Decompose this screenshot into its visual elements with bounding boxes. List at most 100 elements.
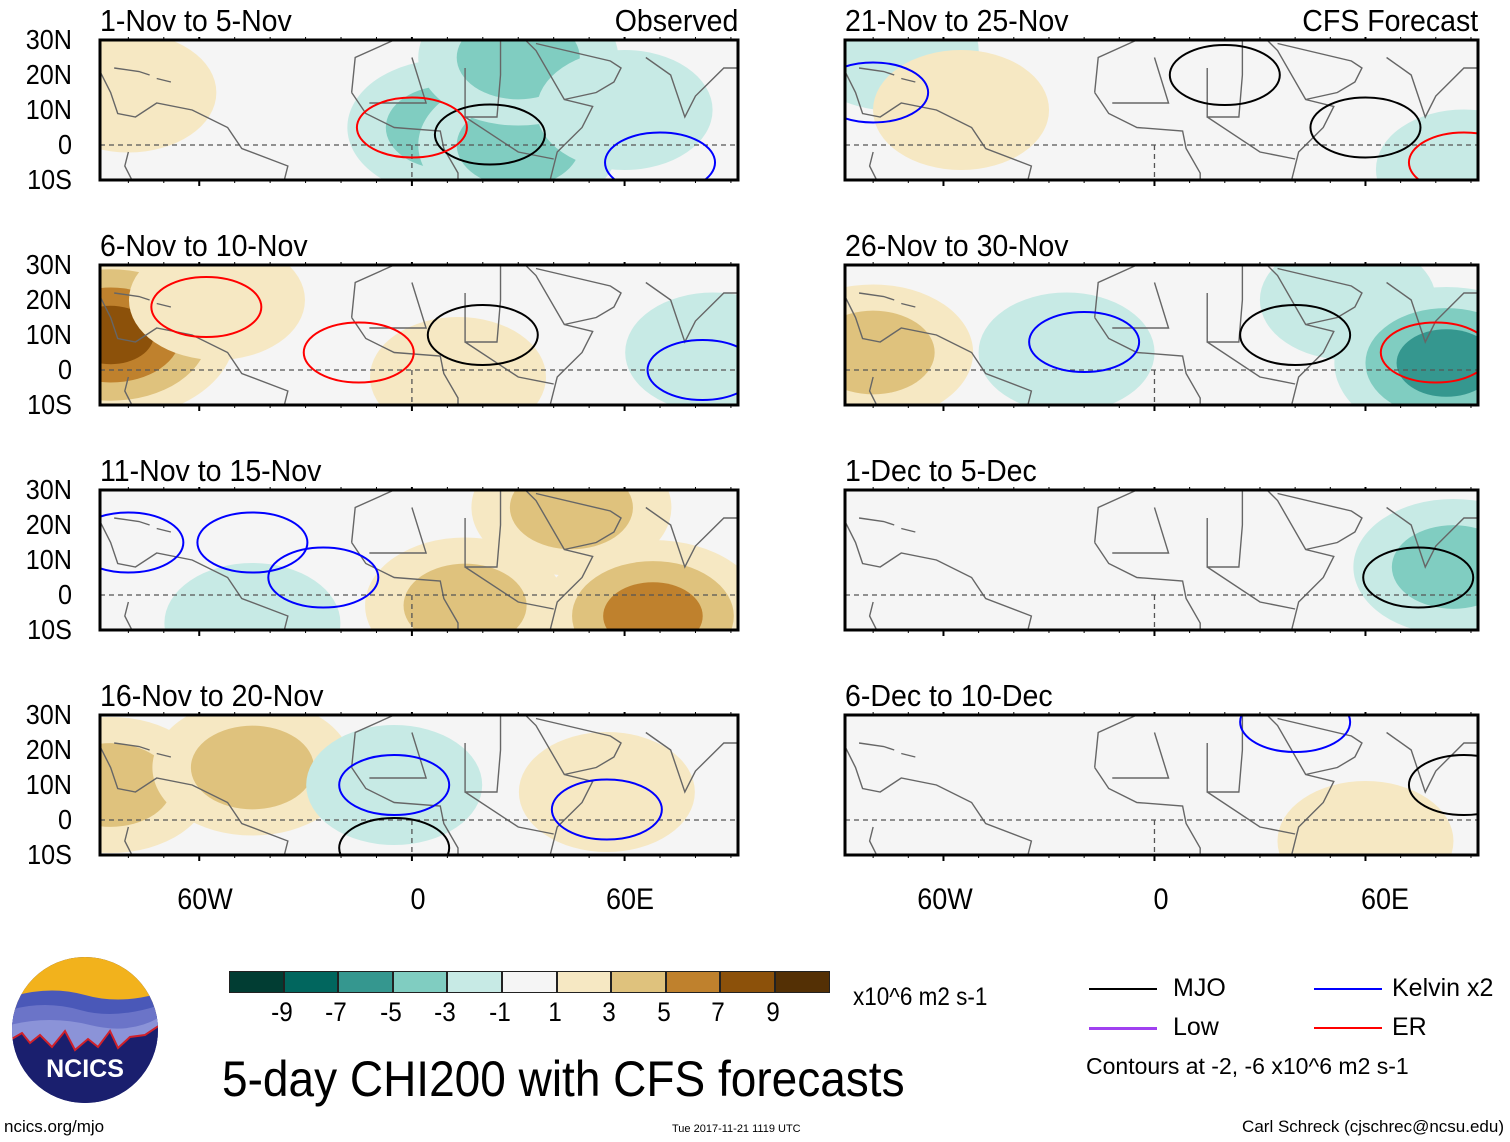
wave-contour-mjo [1168, 44, 1281, 106]
wave-contour-er [302, 321, 415, 384]
colorbar-swatch [665, 971, 721, 993]
wave-contour-mjo [426, 304, 539, 366]
anomaly-shading [873, 50, 1050, 170]
lon-tick-label: 0 [410, 883, 426, 916]
colorbar-swatch [720, 971, 775, 993]
map-panel [843, 37, 1480, 186]
coastline [845, 40, 1478, 180]
map-panel [843, 262, 1480, 411]
wave-contour-kelvin-x2 [646, 339, 738, 401]
anomaly-shading [128, 265, 305, 360]
legend-label-kelvin: Kelvin x2 [1392, 974, 1494, 1002]
anomaly-shading [518, 732, 695, 852]
wave-legend: MJO Kelvin x2 Low ER Contours at -2, -6 … [1086, 974, 1506, 1084]
lat-tick-label: 0 [57, 129, 72, 160]
wave-contour-kelvin-x2 [267, 546, 380, 609]
anomaly-shading [1391, 525, 1478, 609]
legend-line-low [1089, 1027, 1157, 1030]
colorbar-tick-label: 1 [547, 997, 562, 1027]
wave-contour-er [355, 96, 468, 159]
colorbar-swatch [283, 971, 339, 993]
coastline [845, 490, 1478, 630]
anomaly-shading [603, 582, 703, 630]
anomaly-shading [306, 725, 483, 845]
coastline [100, 40, 738, 180]
panel-title: 16-Nov to 20-Nov [100, 678, 324, 713]
lon-tick-label: 60W [917, 883, 973, 916]
lon-tick-label: 0 [1153, 883, 1169, 916]
panel-title: 1-Nov to 5-Nov [100, 3, 292, 38]
wave-contour-mjo [1239, 304, 1352, 366]
panel-title: 1-Dec to 5-Dec [845, 453, 1037, 488]
anomaly-shading [845, 310, 935, 395]
wave-contour-kelvin-x2 [1239, 715, 1352, 753]
colorbar-tick-label: -7 [325, 997, 347, 1027]
colorbar-units: x10^6 m2 s-1 [853, 983, 988, 1011]
lat-tick-label: 20N [25, 59, 72, 90]
timestamp: Tue 2017-11-21 1119 UTC [672, 1123, 801, 1135]
lat-tick-label: 0 [57, 579, 72, 610]
legend-line-er [1314, 1027, 1382, 1029]
figure-title: 5-day CHI200 with CFS forecasts [222, 1051, 905, 1107]
colorbar-swatch [556, 971, 612, 993]
wave-contour-mjo [1362, 546, 1475, 609]
lat-tick-label: 30N [25, 474, 72, 505]
colorbar-tick-label: 9 [766, 997, 780, 1027]
lat-tick-label: 10S [27, 614, 72, 645]
contour-note: Contours at -2, -6 x10^6 m2 s-1 [1086, 1053, 1409, 1079]
panel-title: 6-Dec to 10-Dec [845, 678, 1053, 713]
lat-tick-label: 30N [25, 24, 72, 55]
lat-tick-label: 10N [25, 769, 72, 800]
colorbar-tick-label: -5 [379, 997, 402, 1027]
forecast-column-tag: CFS Forecast [1302, 3, 1478, 38]
colorbar-tick-label: -1 [489, 997, 511, 1027]
legend-label-low: Low [1173, 1013, 1219, 1041]
legend-label-mjo: MJO [1173, 974, 1226, 1002]
panel-frame [98, 488, 740, 632]
panel-title: 21-Nov to 25-Nov [845, 3, 1069, 38]
map-panel [98, 712, 740, 861]
anomaly-shading [509, 490, 633, 550]
colorbar-tick-label: -9 [270, 997, 293, 1027]
colorbar-swatch [447, 971, 502, 993]
anomaly-shading [625, 292, 738, 405]
lat-tick-label: 10S [27, 839, 72, 870]
coastline [100, 715, 738, 855]
colorbar-swatch [392, 971, 448, 993]
wave-contour-kelvin-x2 [196, 511, 309, 574]
wave-contour-kelvin-x2 [604, 131, 717, 180]
lat-tick-label: 10N [25, 319, 72, 350]
lat-tick-label: 30N [25, 249, 72, 280]
wave-contour-kelvin-x2 [550, 778, 663, 841]
author-credit: Carl Schreck (cjschrec@ncsu.edu) [1242, 1117, 1504, 1136]
panel-frame [98, 263, 740, 407]
lat-tick-label: 20N [25, 734, 72, 765]
colorbar-swatch [502, 971, 557, 993]
colorbar-tick-label: -3 [434, 997, 457, 1027]
legend-line-kelvin [1314, 988, 1382, 990]
colorbar-tick-label: 3 [602, 997, 616, 1027]
source-link[interactable]: ncics.org/mjo [4, 1117, 105, 1136]
anomaly-shading [100, 40, 217, 153]
map-panel [843, 712, 1480, 861]
lat-tick-label: 20N [25, 284, 72, 315]
wave-contour-kelvin-x2 [100, 511, 185, 574]
wave-contour-kelvin-x2 [338, 754, 451, 816]
colorbar-swatch [338, 971, 393, 993]
map-panel [98, 37, 740, 186]
lat-tick-label: 20N [25, 509, 72, 540]
lon-tick-label: 60E [1360, 883, 1410, 916]
wave-contour-mjo [1407, 754, 1478, 816]
colorbar-swatch [229, 971, 284, 993]
panel-frame [843, 263, 1480, 407]
logo-text: NCICS [46, 1055, 124, 1083]
panel-title: 26-Nov to 30-Nov [845, 228, 1069, 263]
panel-frame [843, 488, 1480, 632]
lat-tick-label: 0 [57, 354, 72, 385]
panel-frame [98, 38, 740, 182]
colorbar-swatch [611, 971, 666, 993]
anomaly-shading [190, 725, 314, 810]
anomaly-shading [978, 292, 1155, 405]
legend-line-mjo [1089, 988, 1157, 990]
anomaly-shading [536, 50, 713, 170]
